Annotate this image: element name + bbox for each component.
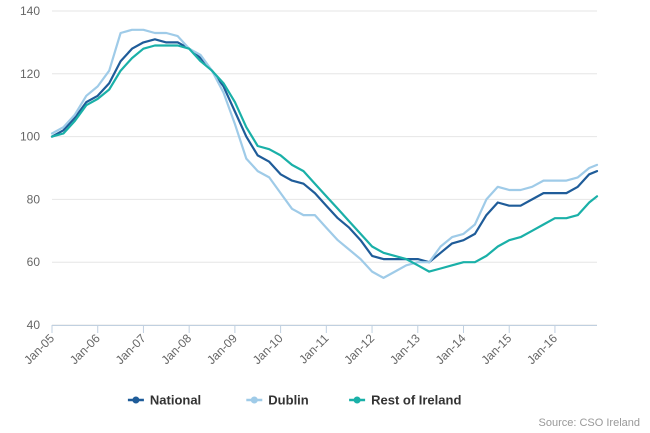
legend-item-rest-of-ireland[interactable]: Rest of Ireland [349,393,461,408]
x-tick-label: Jan-13 [387,331,423,367]
series-lines [50,28,599,279]
y-tick-label: 120 [20,67,40,81]
legend-label: Dublin [268,393,308,408]
y-tick-label: 100 [20,130,40,144]
series-line-dublin[interactable] [50,28,599,279]
source-label: Source: CSO Ireland [539,417,641,429]
axes: 40 60 80 100 120 140 Jan-05 Jan-06 Jan-07 Jan-08 J… [20,4,597,367]
gridlines [52,10,597,326]
x-tick-label: Jan-14 [433,331,469,367]
legend-label: National [150,393,201,408]
y-tick-label: 40 [27,318,41,332]
legend-label: Rest of Ireland [371,393,461,408]
x-tick-label: Jan-11 [296,331,331,366]
series-line-rest-of-ireland[interactable] [50,44,599,273]
y-tick-label: 140 [20,4,40,18]
x-tick-label: Jan-12 [341,331,377,367]
legend-marker [132,396,140,404]
legend-item-dublin[interactable]: Dublin [246,393,309,408]
x-tick-label: Jan-07 [113,331,149,367]
x-tick-label: Jan-15 [478,331,514,367]
x-tick-label: Jan-05 [21,331,57,367]
series-line-national[interactable] [50,38,599,264]
legend-marker [353,396,361,404]
x-tick-label: Jan-16 [524,331,560,367]
legend-marker [250,396,258,404]
x-tick-label: Jan-10 [250,331,286,367]
y-tick-label: 60 [27,255,41,269]
x-tick-label: Jan-09 [204,331,240,367]
legend[interactable]: National Dublin Rest of Ireland [127,393,462,408]
legend-item-national[interactable]: National [127,393,201,408]
x-tick-label: Jan-08 [158,331,194,367]
x-tick-label: Jan-06 [67,331,103,367]
y-tick-label: 80 [27,192,41,206]
